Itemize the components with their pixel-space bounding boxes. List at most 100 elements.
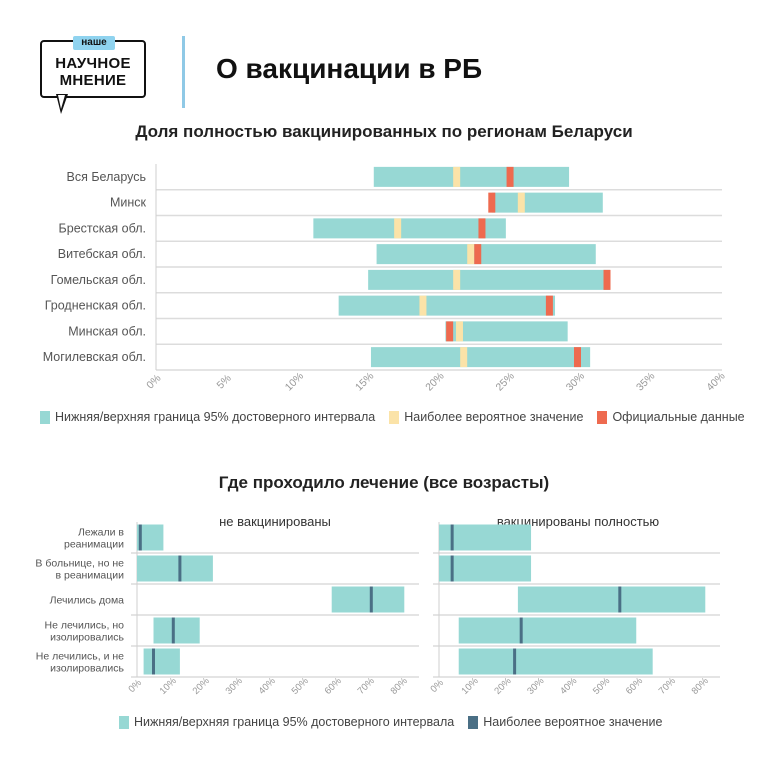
chart1-category-label: Вся Беларусь <box>67 170 147 184</box>
chart1-official-marker <box>478 218 486 239</box>
chart1-interval-bar <box>376 244 596 265</box>
legend-official-swatch <box>597 410 608 424</box>
chart1-legend: Нижняя/верхняя граница 95% достоверного … <box>40 410 745 424</box>
chart1-official-marker <box>506 166 514 187</box>
chart2-category-label: Лечились дома <box>50 595 125 607</box>
chart2-tick-label: 0% <box>126 677 144 695</box>
chart2-category-label: Лежали в <box>78 527 124 539</box>
logo-badge: наше <box>73 36 115 50</box>
chart2-category-label: В больнице, но не <box>35 558 124 570</box>
legend2-likely-swatch <box>468 715 479 729</box>
page-title: О вакцинации в РБ <box>216 53 483 84</box>
chart1-interval-bar <box>370 347 591 368</box>
chart2-panel-title: не вакцинированы <box>219 514 331 529</box>
legend2-likely-label: Наиболее вероятное значение <box>483 715 663 729</box>
chart1-interval-bar <box>368 269 610 290</box>
chart2-tick-label: 30% <box>525 675 547 697</box>
chart1-category-label: Гродненская обл. <box>45 299 146 313</box>
chart2-tick-label: 20% <box>492 675 514 697</box>
chart1-category-label: Гомельская обл. <box>51 273 146 287</box>
chart2-interval-bar <box>137 555 213 582</box>
chart1-category-label: Витебская обл. <box>58 247 146 261</box>
chart1-interval-bar <box>445 321 568 342</box>
chart1-official-marker <box>574 347 581 368</box>
chart1-official-marker <box>446 321 454 342</box>
chart2-tick-label: 10% <box>158 675 180 697</box>
logo-tail-inner <box>58 95 65 109</box>
chart1-likely-marker <box>467 244 475 265</box>
chart2-tick-label: 80% <box>389 675 411 697</box>
chart1-likely-marker <box>455 321 463 342</box>
logo-line1: НАУЧНОЕ <box>55 55 131 72</box>
chart1-category-label: Могилевская обл. <box>43 350 146 364</box>
chart2-tick-label: 0% <box>428 677 446 695</box>
chart2-interval-bar <box>517 586 706 613</box>
chart2-interval-bar <box>439 555 532 582</box>
chart2-category-label: реанимации <box>64 539 124 551</box>
chart2-tick-label: 10% <box>459 675 481 697</box>
chart2-tick-label: 50% <box>591 675 613 697</box>
chart2-interval-bar <box>153 617 200 644</box>
chart2-tick-label: 60% <box>323 675 345 697</box>
chart2-tick-label: 50% <box>290 675 312 697</box>
logo: наше НАУЧНОЕ МНЕНИЕ <box>40 36 146 98</box>
chart2-likely-marker <box>178 555 182 582</box>
chart1-interval-bar <box>338 295 556 316</box>
chart1-interval-bar <box>373 166 570 187</box>
chart1-interval-bar <box>313 218 506 239</box>
chart2-likely-marker <box>138 524 142 551</box>
chart1-official-marker <box>488 192 496 213</box>
chart2-title: Где проходило лечение (все возрасты) <box>218 473 550 492</box>
chart2-likely-marker <box>450 524 454 551</box>
chart1-official-marker <box>603 269 611 290</box>
chart2-interval-bar <box>458 648 653 675</box>
legend-interval-swatch <box>40 410 50 424</box>
chart2-interval-bar <box>143 648 180 675</box>
chart2-likely-marker <box>618 586 622 613</box>
chart1-category-label: Минская обл. <box>68 324 146 338</box>
chart1-title: Доля полностью вакцинированных по регион… <box>135 122 633 141</box>
chart2-category-label: Не лечились, но <box>45 620 125 632</box>
chart2-legend: Нижняя/верхняя граница 95% достоверного … <box>119 715 662 729</box>
chart1-likely-marker <box>460 347 468 368</box>
chart2-likely-marker <box>450 555 454 582</box>
chart2-tick-label: 80% <box>690 675 712 697</box>
chart2-tick-label: 70% <box>657 675 679 697</box>
chart1-likely-marker <box>419 295 427 316</box>
legend-official-label: Официальные данные <box>612 410 745 424</box>
chart2-panel-title: вакцинированы полностью <box>497 514 660 529</box>
chart2-likely-marker <box>171 617 175 644</box>
chart2-interval-bar <box>439 524 532 551</box>
chart2-tick-label: 40% <box>558 675 580 697</box>
legend2-interval-swatch <box>119 715 129 729</box>
chart2-likely-marker <box>519 617 523 644</box>
chart2-category-label: Не лечились, и не <box>36 651 124 663</box>
chart2-tick-label: 40% <box>257 675 279 697</box>
chart2-likely-marker <box>513 648 517 675</box>
chart2-likely-marker <box>369 586 373 613</box>
chart2-category-label: в реанимации <box>56 570 125 582</box>
logo-line2: МНЕНИЕ <box>59 72 127 89</box>
legend-interval-label: Нижняя/верхняя граница 95% достоверного … <box>55 410 376 424</box>
chart2-tick-label: 20% <box>191 675 213 697</box>
legend-likely-label: Наиболее вероятное значение <box>404 410 584 424</box>
chart2-interval-bar <box>331 586 405 613</box>
chart1-category-label: Брестская обл. <box>59 221 146 235</box>
chart1-official-marker <box>474 244 482 265</box>
chart2-interval-bar <box>458 617 637 644</box>
chart1-category-label: Минск <box>110 196 147 210</box>
chart1-official-marker <box>545 295 553 316</box>
chart2-category-label: изолировались <box>50 663 124 675</box>
chart2-tick-label: 30% <box>224 675 246 697</box>
chart2-likely-marker <box>152 648 155 675</box>
chart1-likely-marker <box>453 166 461 187</box>
chart1-likely-marker <box>453 269 461 290</box>
chart2-tick-label: 70% <box>356 675 378 697</box>
chart1-likely-marker <box>517 192 525 213</box>
legend-likely-swatch <box>389 410 400 424</box>
chart2-category-label: изолировались <box>50 632 124 644</box>
header-divider <box>182 36 185 108</box>
legend2-interval-label: Нижняя/верхняя граница 95% достоверного … <box>134 715 455 729</box>
